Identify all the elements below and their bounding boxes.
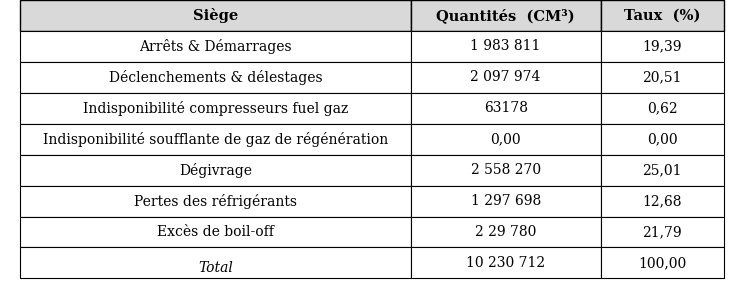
Text: 0,00: 0,00 bbox=[647, 132, 678, 146]
Bar bbox=[20, 124, 411, 155]
Text: 2 558 270: 2 558 270 bbox=[471, 163, 541, 177]
Text: Total: Total bbox=[198, 261, 232, 276]
Bar bbox=[411, 93, 601, 124]
Text: 0,62: 0,62 bbox=[647, 101, 678, 115]
Bar bbox=[411, 62, 601, 93]
Text: Déclenchements & délestages: Déclenchements & délestages bbox=[108, 70, 322, 85]
Bar bbox=[601, 186, 724, 216]
Text: Siège: Siège bbox=[193, 8, 238, 23]
Text: Taux  (%): Taux (%) bbox=[624, 8, 700, 22]
Bar bbox=[601, 0, 724, 31]
Bar bbox=[411, 124, 601, 155]
Text: 12,68: 12,68 bbox=[643, 194, 682, 208]
Bar bbox=[20, 93, 411, 124]
Text: 20,51: 20,51 bbox=[643, 70, 682, 84]
Text: 19,39: 19,39 bbox=[643, 39, 682, 53]
Bar bbox=[20, 62, 411, 93]
Bar bbox=[411, 62, 601, 93]
Text: Arrêts & Démarrages: Arrêts & Démarrages bbox=[139, 39, 292, 54]
Text: 0,00: 0,00 bbox=[491, 132, 521, 146]
Bar bbox=[20, 186, 411, 216]
Text: 1 983 811: 1 983 811 bbox=[471, 39, 541, 53]
Text: 63178: 63178 bbox=[484, 101, 528, 115]
Bar bbox=[411, 186, 601, 216]
Text: Indisponibilité compresseurs fuel gaz: Indisponibilité compresseurs fuel gaz bbox=[83, 101, 348, 116]
Bar bbox=[411, 155, 601, 186]
Bar bbox=[601, 62, 724, 93]
Text: 2 29 780: 2 29 780 bbox=[475, 225, 537, 239]
Bar bbox=[411, 216, 601, 247]
Text: 2 097 974: 2 097 974 bbox=[471, 70, 541, 84]
Bar bbox=[20, 216, 411, 247]
Bar bbox=[601, 186, 724, 216]
Bar bbox=[20, 0, 411, 31]
Text: Dégivrage: Dégivrage bbox=[179, 163, 252, 178]
Text: Quantités  (CM³): Quantités (CM³) bbox=[436, 8, 575, 23]
Bar bbox=[411, 31, 601, 62]
Bar bbox=[411, 124, 601, 155]
Bar bbox=[601, 155, 724, 186]
Bar bbox=[411, 247, 601, 278]
Bar bbox=[20, 0, 411, 31]
Bar bbox=[601, 0, 724, 31]
Text: 1 297 698: 1 297 698 bbox=[471, 194, 541, 208]
Text: Excès de boil-off: Excès de boil-off bbox=[157, 225, 274, 239]
Text: 10 230 712: 10 230 712 bbox=[466, 256, 545, 270]
Bar bbox=[20, 62, 411, 93]
Bar bbox=[411, 186, 601, 216]
Bar bbox=[20, 186, 411, 216]
Bar bbox=[20, 247, 411, 278]
Bar bbox=[411, 0, 601, 31]
Bar bbox=[601, 93, 724, 124]
Bar bbox=[20, 216, 411, 247]
Bar bbox=[601, 216, 724, 247]
Bar bbox=[411, 31, 601, 62]
Bar bbox=[20, 247, 411, 278]
Bar bbox=[20, 31, 411, 62]
Text: Indisponibilité soufflante de gaz de régénération: Indisponibilité soufflante de gaz de rég… bbox=[42, 132, 388, 147]
Bar bbox=[411, 247, 601, 278]
Bar bbox=[411, 155, 601, 186]
Text: 21,79: 21,79 bbox=[643, 225, 682, 239]
Bar bbox=[20, 31, 411, 62]
Bar bbox=[20, 155, 411, 186]
Bar bbox=[411, 93, 601, 124]
Bar bbox=[601, 247, 724, 278]
Bar bbox=[601, 31, 724, 62]
Bar bbox=[601, 155, 724, 186]
Bar bbox=[20, 124, 411, 155]
Text: Pertes des réfrigérants: Pertes des réfrigérants bbox=[134, 193, 297, 209]
Bar bbox=[411, 216, 601, 247]
Bar bbox=[601, 31, 724, 62]
Bar bbox=[601, 62, 724, 93]
Text: 100,00: 100,00 bbox=[638, 256, 686, 270]
Bar bbox=[601, 124, 724, 155]
Bar bbox=[601, 93, 724, 124]
Bar bbox=[601, 216, 724, 247]
Bar bbox=[20, 155, 411, 186]
Bar bbox=[20, 93, 411, 124]
Bar bbox=[601, 247, 724, 278]
Bar bbox=[601, 124, 724, 155]
Text: 25,01: 25,01 bbox=[643, 163, 682, 177]
Bar bbox=[411, 0, 601, 31]
